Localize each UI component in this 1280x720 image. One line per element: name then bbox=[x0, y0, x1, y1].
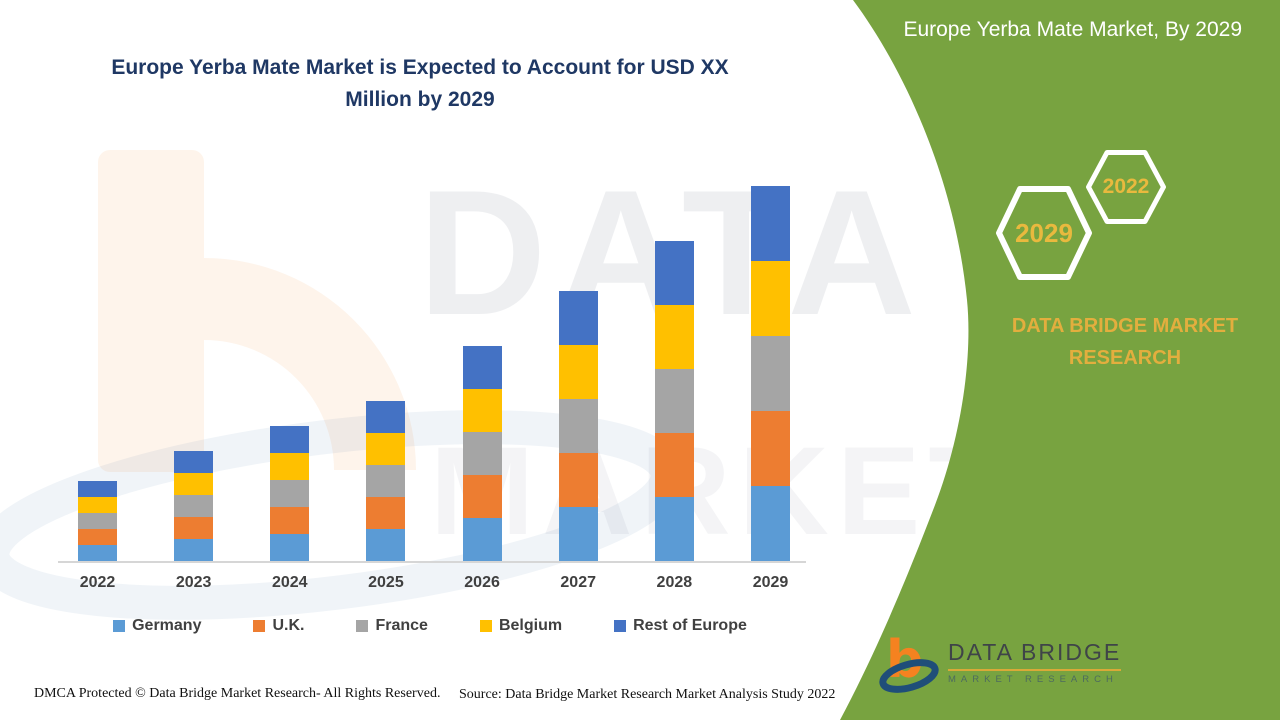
bar-segment-france-2025 bbox=[366, 465, 406, 497]
legend-item-france: France bbox=[356, 617, 428, 635]
legend-label: U.K. bbox=[272, 617, 305, 634]
x-axis-label-2022: 2022 bbox=[79, 574, 116, 591]
bar-segment-france-2024 bbox=[270, 480, 310, 507]
bar-segment-france-2028 bbox=[654, 369, 694, 433]
bar-segment-france-2029 bbox=[750, 336, 790, 411]
bar-segment-rest-of-europe-2023 bbox=[174, 451, 214, 473]
bar-segment-rest-of-europe-2028 bbox=[654, 241, 694, 305]
bar-segment-germany-2024 bbox=[270, 534, 310, 561]
bar-segment-germany-2023 bbox=[174, 539, 214, 561]
badge-year-small: 2022 bbox=[1102, 175, 1150, 198]
bar-segment-germany-2029 bbox=[750, 486, 790, 561]
legend-item-germany: Germany bbox=[113, 617, 201, 635]
bar-segment-france-2027 bbox=[558, 399, 598, 453]
stacked-bar-2028 bbox=[654, 241, 694, 561]
bar-segment-belgium-2028 bbox=[654, 305, 694, 369]
legend-label: Rest of Europe bbox=[633, 617, 747, 634]
bar-segment-germany-2026 bbox=[462, 518, 502, 561]
bar-segment-rest-of-europe-2025 bbox=[366, 401, 406, 433]
legend-swatch-icon bbox=[614, 620, 627, 632]
stacked-bar-2022 bbox=[78, 481, 117, 561]
bar-segment-germany-2028 bbox=[654, 497, 694, 561]
legend-swatch-icon bbox=[479, 620, 492, 632]
panel-brand-line1: DATA BRIDGE MARKET bbox=[1011, 315, 1239, 337]
bar-segment-belgium-2029 bbox=[750, 261, 790, 336]
bar-segment-rest-of-europe-2022 bbox=[78, 481, 117, 497]
bar-segment-u-k-2023 bbox=[174, 517, 214, 539]
x-axis-label-2024: 2024 bbox=[271, 574, 308, 591]
x-axis-label-2028: 2028 bbox=[656, 574, 693, 591]
legend-swatch-icon bbox=[113, 620, 126, 632]
legend-label: France bbox=[375, 617, 428, 634]
x-axis-label-2029: 2029 bbox=[752, 574, 789, 591]
x-axis-label-2026: 2026 bbox=[464, 574, 500, 591]
bar-segment-germany-2025 bbox=[366, 529, 406, 561]
bar-segment-u-k-2026 bbox=[462, 475, 502, 518]
legend-item-belgium: Belgium bbox=[479, 617, 563, 635]
bar-segment-u-k-2028 bbox=[654, 433, 694, 497]
legend-swatch-icon bbox=[356, 620, 369, 632]
hexagon-outline-icon bbox=[996, 186, 1092, 280]
chart-title: Europe Yerba Mate Market is Expected to … bbox=[20, 52, 820, 116]
bar-segment-rest-of-europe-2026 bbox=[462, 346, 502, 389]
source-note: Source: Data Bridge Market Research Mark… bbox=[459, 687, 836, 702]
x-axis-line bbox=[58, 561, 806, 563]
data-bridge-logo-icon: b bbox=[878, 630, 940, 695]
bar-segment-u-k-2029 bbox=[750, 411, 790, 486]
bar-segment-france-2026 bbox=[462, 432, 502, 475]
hexagon-badge-2022: 2022 bbox=[1086, 150, 1166, 224]
panel-brand-line2: RESEARCH bbox=[1068, 347, 1182, 369]
chart-title-line2: Million by 2029 bbox=[345, 88, 495, 111]
legend-swatch-icon bbox=[253, 620, 266, 632]
stacked-bar-2027 bbox=[558, 291, 598, 561]
x-axis-labels: 2022 2023 2024 2025 2026 2027 2028 2029 bbox=[78, 574, 790, 592]
bar-segment-rest-of-europe-2029 bbox=[750, 186, 790, 261]
bar-segment-u-k-2024 bbox=[270, 507, 310, 534]
bar-segment-belgium-2024 bbox=[270, 453, 310, 480]
bar-segment-u-k-2022 bbox=[78, 529, 117, 545]
bar-segment-germany-2027 bbox=[558, 507, 598, 561]
bar-segment-belgium-2026 bbox=[462, 389, 502, 432]
logo-subtitle: MARKET RESEARCH bbox=[948, 674, 1118, 685]
bar-segment-rest-of-europe-2027 bbox=[558, 291, 598, 345]
hexagon-outline-icon bbox=[1086, 150, 1166, 224]
x-axis-label-2025: 2025 bbox=[368, 574, 404, 591]
bar-segment-u-k-2025 bbox=[366, 497, 406, 529]
panel-brand-name: DATA BRIDGE MARKET RESEARCH bbox=[1000, 310, 1250, 374]
legend-item-u-k: U.K. bbox=[253, 617, 304, 635]
badge-year-large: 2029 bbox=[1015, 217, 1073, 248]
bar-segment-belgium-2025 bbox=[366, 433, 406, 465]
stacked-bar-2024 bbox=[270, 426, 310, 561]
stacked-bar-2025 bbox=[366, 401, 406, 561]
chart-title-line1: Europe Yerba Mate Market is Expected to … bbox=[111, 56, 729, 79]
bar-segment-belgium-2022 bbox=[78, 497, 117, 513]
stacked-bar-chart bbox=[78, 171, 790, 561]
bar-segment-belgium-2023 bbox=[174, 473, 214, 495]
bar-segment-france-2023 bbox=[174, 495, 214, 517]
dmca-notice: DMCA Protected © Data Bridge Market Rese… bbox=[34, 686, 441, 701]
data-bridge-logo: b DATA BRIDGE MARKET RESEARCH bbox=[878, 630, 1122, 695]
logo-wordmark: DATA BRIDGE MARKET RESEARCH bbox=[948, 639, 1122, 685]
legend-label: Germany bbox=[132, 617, 202, 634]
bar-segment-france-2022 bbox=[78, 513, 117, 529]
x-axis-label-2023: 2023 bbox=[175, 574, 212, 591]
stacked-bar-2029 bbox=[750, 186, 790, 561]
hexagon-badge-2029: 2029 bbox=[996, 186, 1092, 280]
legend-label: Belgium bbox=[498, 617, 563, 634]
bar-segment-belgium-2027 bbox=[558, 345, 598, 399]
bar-segment-u-k-2027 bbox=[558, 453, 598, 507]
chart-legend: Germany U.K. France Belgium Rest of Europe bbox=[0, 617, 860, 635]
logo-title: DATA BRIDGE bbox=[948, 639, 1122, 671]
stacked-bar-2023 bbox=[174, 451, 214, 561]
legend-item-rest-of-europe: Rest of Europe bbox=[614, 617, 747, 635]
x-axis-label-2027: 2027 bbox=[560, 574, 596, 591]
stacked-bar-2026 bbox=[462, 346, 502, 561]
panel-title: Europe Yerba Mate Market, By 2029 bbox=[903, 18, 1242, 41]
bar-segment-germany-2022 bbox=[78, 545, 117, 561]
bar-segment-rest-of-europe-2024 bbox=[270, 426, 310, 453]
